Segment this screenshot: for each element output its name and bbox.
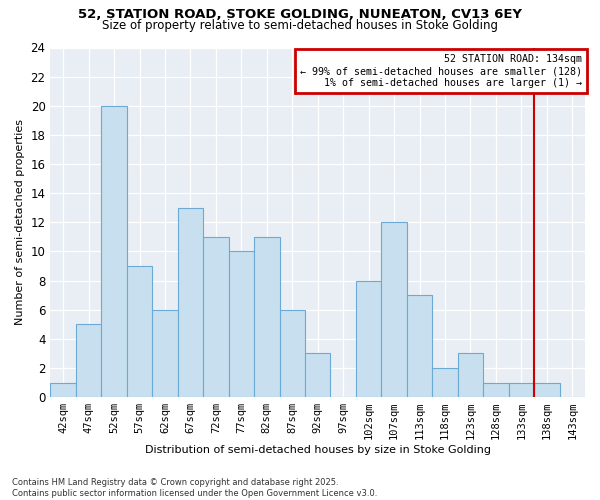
- X-axis label: Distribution of semi-detached houses by size in Stoke Golding: Distribution of semi-detached houses by …: [145, 445, 491, 455]
- Bar: [280, 310, 305, 397]
- Bar: [509, 382, 534, 397]
- Bar: [305, 354, 331, 397]
- Text: Size of property relative to semi-detached houses in Stoke Golding: Size of property relative to semi-detach…: [102, 18, 498, 32]
- Bar: [483, 382, 509, 397]
- Bar: [382, 222, 407, 397]
- Bar: [76, 324, 101, 397]
- Bar: [534, 382, 560, 397]
- Bar: [356, 280, 382, 397]
- Text: Contains HM Land Registry data © Crown copyright and database right 2025.
Contai: Contains HM Land Registry data © Crown c…: [12, 478, 377, 498]
- Bar: [127, 266, 152, 397]
- Bar: [254, 237, 280, 397]
- Text: 52, STATION ROAD, STOKE GOLDING, NUNEATON, CV13 6EY: 52, STATION ROAD, STOKE GOLDING, NUNEATO…: [78, 8, 522, 20]
- Bar: [432, 368, 458, 397]
- Bar: [50, 382, 76, 397]
- Bar: [101, 106, 127, 397]
- Bar: [152, 310, 178, 397]
- Bar: [178, 208, 203, 397]
- Bar: [407, 295, 432, 397]
- Text: 52 STATION ROAD: 134sqm
← 99% of semi-detached houses are smaller (128)
1% of se: 52 STATION ROAD: 134sqm ← 99% of semi-de…: [301, 54, 583, 88]
- Y-axis label: Number of semi-detached properties: Number of semi-detached properties: [15, 120, 25, 326]
- Bar: [229, 252, 254, 397]
- Bar: [203, 237, 229, 397]
- Bar: [458, 354, 483, 397]
